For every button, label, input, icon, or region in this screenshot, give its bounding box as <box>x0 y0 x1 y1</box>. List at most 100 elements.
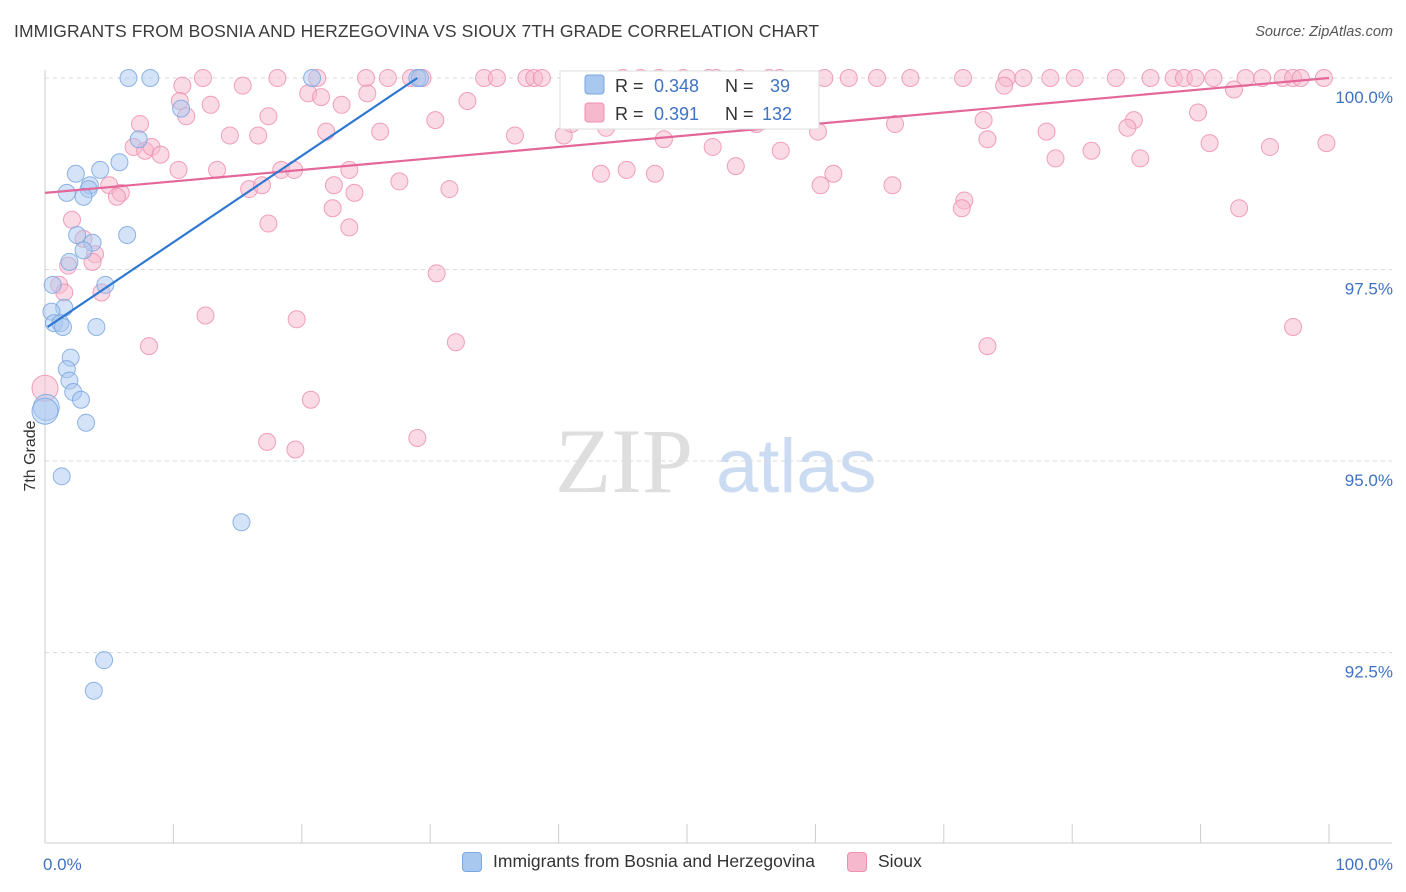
stats-legend: R = 0.348 N = 39 R = 0.391 N = 132 <box>559 70 820 130</box>
sioux-point <box>487 69 506 87</box>
sioux-point <box>1131 149 1150 168</box>
sioux-point <box>317 122 336 141</box>
bottom-legend: Immigrants from Bosnia and Herzegovina S… <box>462 851 954 872</box>
sioux-point <box>1037 122 1056 141</box>
sioux-point <box>249 126 268 145</box>
chart-title: IMMIGRANTS FROM BOSNIA AND HERZEGOVINA V… <box>14 21 820 41</box>
y-axis-title: 7th Grade <box>22 420 39 491</box>
axis-labels: 100.0% 97.5% 95.0% 92.5% 0.0% 100.0% <box>43 88 1393 874</box>
legend-item-sioux[interactable]: Sioux <box>846 851 922 872</box>
sioux-point <box>811 176 830 195</box>
sioux-point <box>426 111 445 130</box>
sioux-point <box>323 199 342 218</box>
legend-n-value-bosnia: 39 <box>770 76 790 96</box>
sioux-point <box>408 429 427 448</box>
sioux-point <box>824 164 843 183</box>
sioux-point <box>340 160 359 179</box>
legend-r-label-bosnia: R = <box>615 76 644 96</box>
sioux-point <box>591 164 610 183</box>
sioux-point <box>458 91 477 110</box>
legend-label-bosnia: Immigrants from Bosnia and Herzegovina <box>493 851 815 871</box>
bosnia-point <box>31 397 59 425</box>
legend-swatch-sioux <box>584 102 605 123</box>
sioux-point <box>1253 69 1272 87</box>
bosnia-point <box>96 275 115 294</box>
bosnia-trend-line <box>46 77 418 328</box>
sioux-point <box>107 187 126 206</box>
sioux-point <box>771 141 790 160</box>
sioux-point <box>726 157 745 176</box>
bosnia-point <box>172 99 191 118</box>
sioux-point <box>1106 69 1125 87</box>
y-tick-label: 97.5% <box>1345 280 1393 299</box>
bosnia-point <box>95 651 114 670</box>
sioux-point <box>703 137 722 156</box>
sioux-point <box>169 160 188 179</box>
bosnia-point <box>77 413 96 432</box>
bosnia-point <box>232 513 251 532</box>
sioux-point <box>1291 69 1310 87</box>
sioux-point <box>193 69 212 87</box>
bosnia-points <box>31 69 429 700</box>
sioux-point <box>883 176 902 195</box>
legend-swatch-bosnia <box>584 74 605 95</box>
sioux-point <box>1141 69 1160 87</box>
bosnia-point <box>74 241 93 260</box>
legend-item-bosnia[interactable]: Immigrants from Bosnia and Herzegovina <box>462 851 815 872</box>
sioux-point <box>287 310 306 329</box>
sioux-point <box>440 180 459 199</box>
sioux-point <box>173 76 192 95</box>
sioux-point <box>645 164 664 183</box>
sioux-point <box>357 69 375 87</box>
sioux-point <box>233 76 252 95</box>
sioux-point <box>324 176 343 195</box>
bosnia-point <box>53 317 72 336</box>
sioux-point <box>371 122 390 141</box>
sioux-point <box>1260 137 1279 156</box>
bosnia-point <box>110 153 129 172</box>
bosnia-point <box>68 226 87 245</box>
sioux-point <box>1230 199 1249 218</box>
sioux-point <box>286 440 305 459</box>
sioux-point <box>617 160 636 179</box>
sioux-point <box>340 218 359 237</box>
sioux-point <box>378 69 397 87</box>
sioux-point <box>1284 317 1303 336</box>
source-label: Source: ZipAtlas.com <box>1255 24 1393 40</box>
bosnia-point <box>60 252 79 271</box>
sioux-point <box>1204 69 1223 87</box>
sioux-point <box>995 76 1014 95</box>
sioux-point <box>140 337 159 356</box>
legend-n-label-bosnia: N = <box>725 76 754 96</box>
sioux-point <box>839 69 858 87</box>
sioux-point <box>220 126 239 145</box>
bosnia-point <box>57 183 76 202</box>
sioux-point <box>196 306 215 325</box>
sioux-point <box>259 107 278 126</box>
sioux-point <box>259 214 278 233</box>
sioux-point <box>654 130 673 149</box>
bosnia-point <box>141 69 160 87</box>
sioux-point <box>978 337 997 356</box>
sioux-point <box>268 69 287 87</box>
sioux-point <box>532 69 551 87</box>
sioux-point <box>201 95 220 114</box>
sioux-point <box>258 432 277 451</box>
sioux-point <box>446 333 465 352</box>
sioux-point <box>886 114 905 133</box>
bosnia-point <box>66 164 85 183</box>
sioux-point <box>151 145 170 164</box>
bosnia-point <box>118 226 137 245</box>
sioux-point <box>301 390 320 409</box>
watermark-atlas: atlas <box>716 424 877 509</box>
sioux-point <box>427 264 446 283</box>
bosnia-point <box>84 681 103 700</box>
bosnia-point <box>74 187 93 206</box>
bosnia-point <box>43 275 62 294</box>
legend-label-sioux: Sioux <box>877 851 922 871</box>
y-tick-label: 95.0% <box>1345 471 1393 490</box>
legend-marker-bosnia <box>462 851 482 872</box>
bosnia-point <box>71 390 90 409</box>
sioux-point <box>1317 134 1336 153</box>
